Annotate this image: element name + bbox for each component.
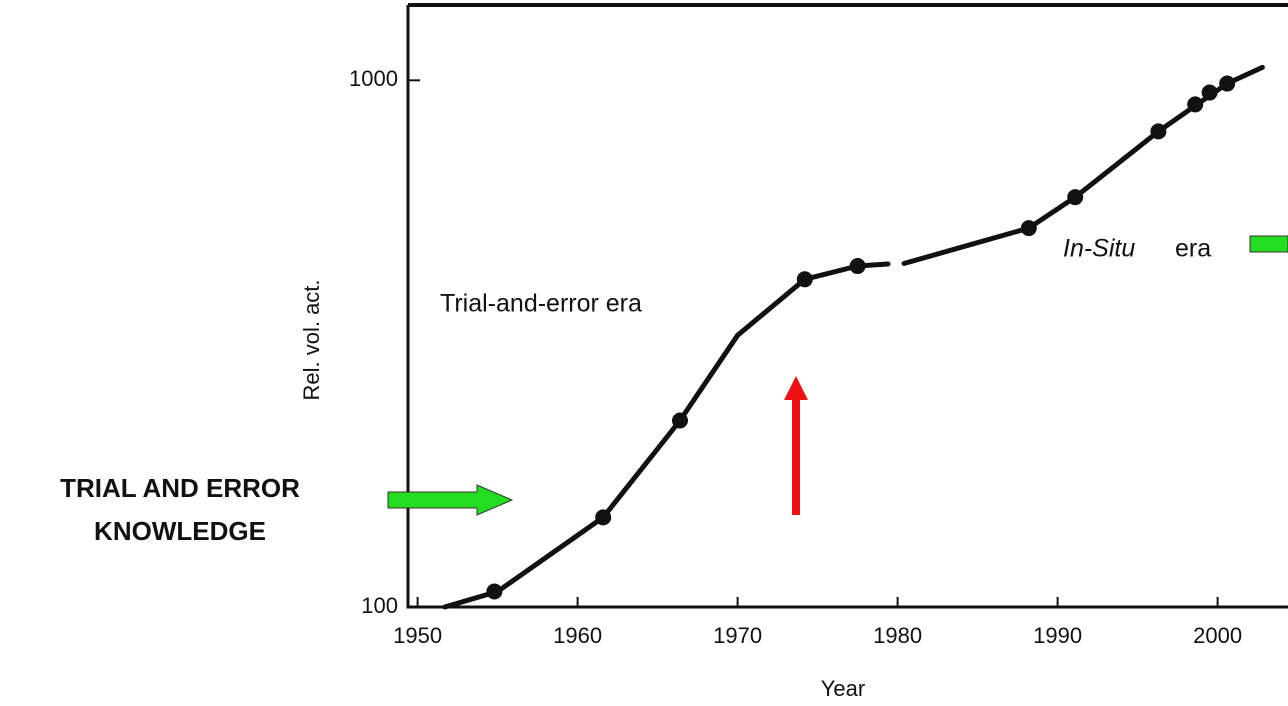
data-point xyxy=(1067,189,1084,206)
x-axis-label: Year xyxy=(821,676,865,701)
annotation: era xyxy=(1175,235,1211,263)
data-point xyxy=(672,412,688,429)
y-axis-label: Rel. vol. act. xyxy=(299,279,324,400)
y-tick-label: 100 xyxy=(361,593,398,618)
x-tick-label: 1950 xyxy=(393,623,442,648)
data-point xyxy=(849,258,866,275)
green-arrow xyxy=(387,484,514,516)
data-point xyxy=(796,271,813,288)
data-point xyxy=(1201,84,1218,101)
x-tick-label: 1970 xyxy=(713,623,762,648)
annotation: In-Situ xyxy=(1063,235,1135,263)
red-arrow-head xyxy=(784,376,808,400)
data-point xyxy=(1150,123,1167,140)
x-tick-label: 2000 xyxy=(1193,623,1242,648)
data-point xyxy=(1219,75,1236,92)
data-point xyxy=(1187,96,1204,113)
data-point xyxy=(595,509,612,526)
side-label: TRIAL AND ERROR xyxy=(60,473,300,503)
side-label: KNOWLEDGE xyxy=(94,516,266,546)
x-tick-label: 1980 xyxy=(873,623,922,648)
data-point xyxy=(1020,220,1037,237)
y-tick-label: 1000 xyxy=(349,66,398,91)
x-tick-label: 1990 xyxy=(1033,623,1082,648)
data-point xyxy=(486,583,503,600)
annotation: Trial-and-error era xyxy=(440,290,642,318)
curve xyxy=(442,64,1265,610)
x-tick-label: 1960 xyxy=(553,623,602,648)
green-arrow xyxy=(1249,235,1288,253)
